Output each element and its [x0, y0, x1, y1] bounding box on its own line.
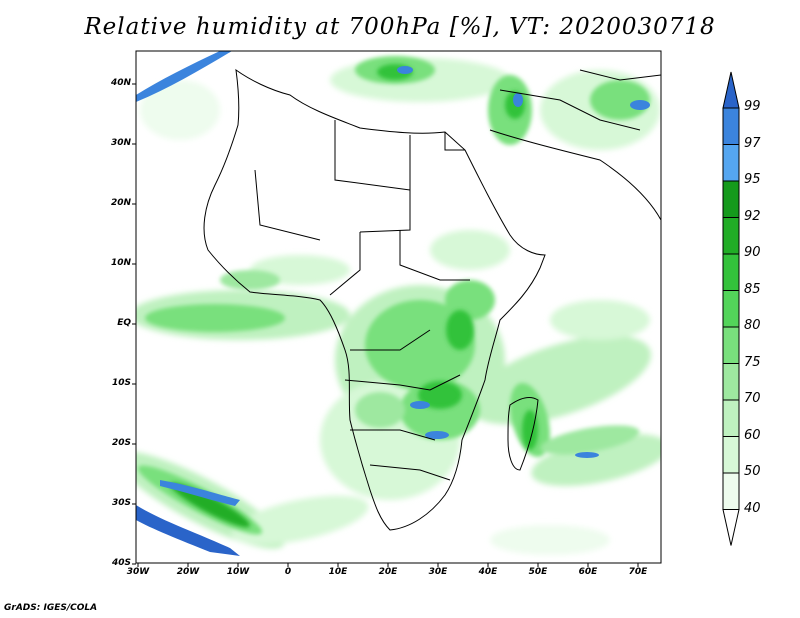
latitude-label: 30N: [110, 138, 131, 148]
grads-credit: GrADS: IGES/COLA: [4, 603, 98, 613]
colorbar-box: [722, 144, 740, 182]
colorbar-level-label: 90: [744, 245, 761, 260]
colorbar-box: [722, 436, 740, 474]
latitude-label: 10N: [110, 258, 131, 268]
colorbar-level-label: 80: [744, 318, 761, 333]
colorbar-level-label: 95: [744, 172, 761, 187]
colorbar-box: [722, 399, 740, 437]
colorbar-level-label: 60: [744, 427, 761, 443]
latitude-label: 40N: [110, 78, 131, 88]
humidity-shading: [136, 51, 661, 563]
colorbar-box: [722, 253, 740, 291]
longitude-label: 0: [284, 567, 292, 577]
coastlines: [203, 68, 661, 531]
chart-title: Relative humidity at 700hPa [%], VT: 202…: [84, 14, 716, 40]
longitude-label: 20W: [176, 567, 200, 577]
latitude-label: 30S: [111, 498, 131, 508]
latitude-label: EQ: [117, 318, 131, 328]
colorbar-top-arrow: [722, 71, 740, 109]
longitude-label: 10W: [226, 567, 250, 577]
latitude-label: 20N: [110, 198, 131, 208]
latitude-label: 20S: [111, 438, 131, 448]
colorbar-level-label: 75: [744, 354, 761, 370]
longitude-label: 20E: [378, 567, 398, 577]
colorbar-level-label: 40: [744, 500, 761, 516]
colorbar-level-label: 92: [744, 208, 761, 224]
latitude-label: 40S: [111, 558, 131, 568]
colorbar-box: [722, 326, 740, 364]
map-frame: [135, 50, 662, 564]
longitude-label: 70E: [628, 567, 648, 577]
longitude-label: 30E: [428, 567, 448, 577]
colorbar-box: [722, 363, 740, 401]
colorbar-level-label: 50: [744, 464, 761, 479]
colorbar-level-label: 99: [744, 99, 761, 114]
longitude-label: 60E: [578, 567, 598, 577]
colorbar-level-label: 85: [744, 281, 761, 297]
colorbar-bottom-arrow: [722, 509, 740, 546]
colorbar-box: [722, 290, 740, 328]
longitude-label: 10E: [328, 567, 348, 577]
longitude-label: 40E: [478, 567, 498, 577]
colorbar-box: [722, 180, 740, 218]
colorbar-box: [722, 472, 740, 510]
latitude-label: 10S: [111, 378, 131, 388]
colorbar: [722, 71, 740, 546]
colorbar-box: [722, 107, 740, 145]
longitude-label: 50E: [528, 567, 548, 577]
colorbar-level-label: 97: [744, 135, 761, 151]
longitude-label: 30W: [126, 567, 150, 577]
colorbar-box: [722, 217, 740, 255]
colorbar-level-label: 70: [744, 391, 761, 406]
